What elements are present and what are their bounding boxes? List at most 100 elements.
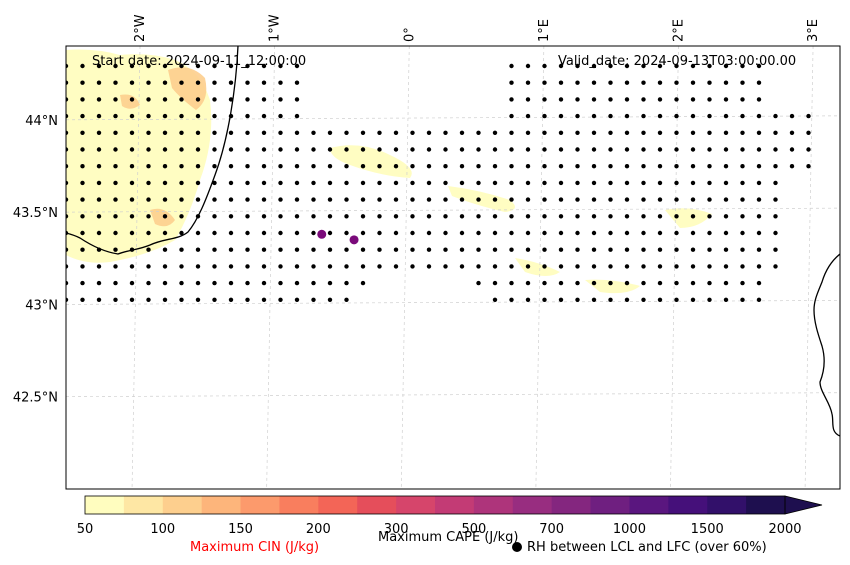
rh-dot <box>509 147 514 152</box>
rh-dot <box>278 147 283 152</box>
rh-legend-label: RH between LCL and LFC (over 60%) <box>527 540 767 555</box>
rh-dot <box>212 214 217 219</box>
rh-dot <box>66 247 69 252</box>
rh-dot <box>66 180 69 186</box>
rh-dot <box>608 180 613 186</box>
rh-dot <box>327 297 333 302</box>
rh-dot <box>591 97 597 102</box>
rh-dot <box>360 230 366 236</box>
rh-dot <box>96 280 102 286</box>
rh-dot <box>195 164 201 169</box>
rh-dot <box>113 80 118 85</box>
rh-dot <box>740 180 745 186</box>
rh-dot <box>459 147 465 152</box>
rh-dot <box>525 297 531 302</box>
rh-dot <box>344 297 349 302</box>
rh-dot <box>492 280 498 286</box>
rh-dot <box>542 97 547 102</box>
rh-dot <box>641 247 646 252</box>
rh-dot <box>525 197 531 202</box>
rh-dot <box>756 147 762 152</box>
rh-dot <box>542 297 547 302</box>
rh-dot <box>723 130 729 135</box>
rh-dot <box>294 280 300 286</box>
rh-dot <box>146 164 151 169</box>
rh-dot <box>624 180 630 186</box>
coastline <box>66 46 840 437</box>
rh-dot <box>707 280 712 286</box>
rh-dot <box>641 197 646 202</box>
rh-dot <box>426 197 432 202</box>
rh-dot <box>311 147 316 152</box>
rh-dot <box>96 297 102 302</box>
rh-dot <box>278 214 283 219</box>
cape-shading <box>66 49 712 294</box>
rh-dot <box>723 63 729 69</box>
rh-dot <box>228 164 234 169</box>
rh-dot <box>426 180 432 186</box>
rh-dot <box>773 113 778 119</box>
rh-dot <box>96 214 102 219</box>
rh-dot <box>66 80 69 85</box>
colorbar-tick-label: 700 <box>539 522 564 537</box>
rh-dots <box>66 63 811 302</box>
rh-dot <box>393 230 399 236</box>
rh-dot <box>113 113 118 119</box>
rh-dot <box>443 130 448 135</box>
rh-dot <box>294 63 300 69</box>
meridian-line <box>535 46 545 489</box>
rh-dot <box>575 197 580 202</box>
rh-dot <box>492 147 498 152</box>
rh-dot <box>113 214 118 219</box>
rh-dot <box>311 280 316 286</box>
rh-dot <box>113 130 118 135</box>
rh-dot <box>443 264 448 269</box>
rh-dot <box>674 113 679 119</box>
rh-dot <box>278 264 283 269</box>
rh-dot <box>674 230 679 236</box>
rh-dot <box>773 264 778 269</box>
rh-dot <box>228 97 234 102</box>
rh-dot <box>806 164 811 169</box>
rh-dot <box>179 63 184 69</box>
rh-dot <box>707 97 712 102</box>
rh-dot <box>245 197 250 202</box>
rh-dot <box>476 230 481 236</box>
rh-dot <box>773 147 778 152</box>
rh-dot <box>129 214 135 219</box>
rh-dot <box>806 147 811 152</box>
rh-dot <box>756 80 762 85</box>
rh-dot <box>806 130 811 135</box>
rh-dot <box>525 247 531 252</box>
lon-tick-label: 1°W <box>268 14 283 42</box>
rh-dot <box>575 247 580 252</box>
rh-dot <box>344 197 349 202</box>
meridian-line <box>670 46 679 489</box>
rh-dot <box>558 197 564 202</box>
colorbar-cell <box>396 496 436 514</box>
colorbar-tick-label: 50 <box>77 522 94 537</box>
rh-dot <box>492 197 498 202</box>
rh-dot <box>96 80 102 85</box>
rh-dot <box>162 230 168 236</box>
rh-dot <box>657 280 663 286</box>
rh-dot <box>146 297 151 302</box>
rh-dot <box>278 80 283 85</box>
rh-dot <box>558 230 564 236</box>
rh-dot <box>344 214 349 219</box>
rh-dot <box>245 80 250 85</box>
rh-dot <box>278 180 283 186</box>
rh-dot <box>575 63 580 69</box>
rh-dot <box>80 297 85 302</box>
rh-dot <box>195 264 201 269</box>
rh-dot <box>195 297 201 302</box>
rh-dot <box>146 197 151 202</box>
rh-dot <box>443 247 448 252</box>
rh-dot <box>723 113 729 119</box>
rh-dot <box>179 247 184 252</box>
rh-dot <box>740 97 745 102</box>
rh-dot <box>657 63 663 69</box>
rh-dot <box>492 247 498 252</box>
rh-dot <box>476 147 481 152</box>
rh-dot <box>195 80 201 85</box>
